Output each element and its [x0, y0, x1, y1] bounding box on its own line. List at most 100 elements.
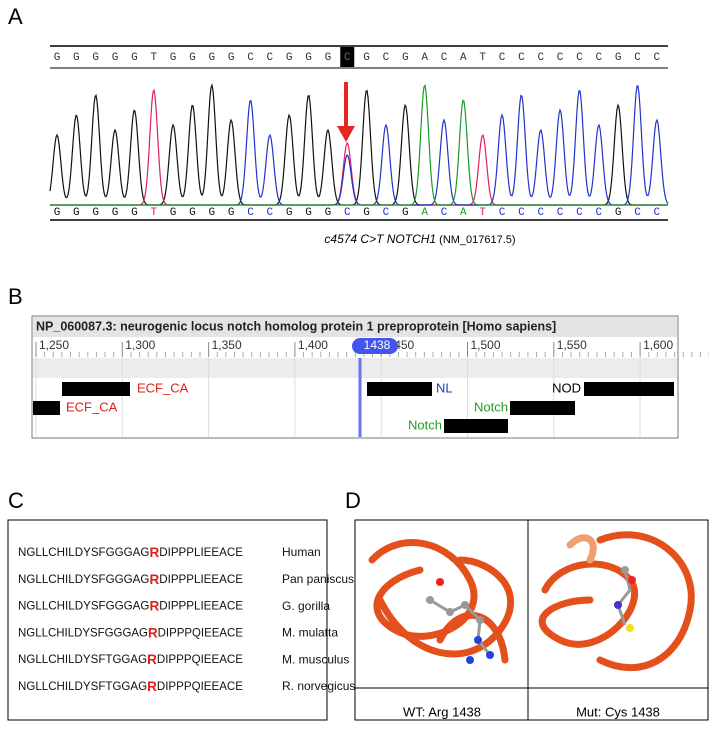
feature-bar	[62, 382, 130, 396]
panel-label: A	[8, 4, 23, 29]
feature-label: ECF_CA	[137, 380, 189, 395]
reference-base: A	[421, 52, 428, 64]
reference-base: G	[131, 52, 138, 64]
sequence-part: DIPPPQIEEACE	[157, 679, 243, 693]
ball-stick-mut	[614, 566, 636, 632]
called-base: T	[150, 207, 157, 219]
called-base: C	[441, 207, 448, 219]
species: Human	[282, 545, 321, 559]
sequence-part: R	[149, 571, 159, 587]
reference-base: C	[634, 52, 641, 64]
ruler-label: 1,300	[125, 338, 155, 352]
sequence-part: DIPPPLIEEACE	[159, 572, 243, 586]
called-base: C	[595, 207, 602, 219]
sequence-part: DIPPPQIEEACE	[157, 652, 243, 666]
called-base: C	[383, 207, 390, 219]
sequence-part: R	[147, 651, 157, 667]
species: Pan paniscus	[282, 572, 354, 586]
called-base: C	[344, 207, 351, 219]
species: R. norvegicus	[282, 679, 355, 693]
called-base: G	[402, 207, 409, 219]
aligned-sequence: NGLLCHILDYSFGGGAGRDIPPPLIEEACE	[18, 571, 243, 587]
position-marker-label: 1438	[364, 338, 391, 352]
called-base: G	[189, 207, 196, 219]
sequence-part: NGLLCHILDYSFGGGAG	[18, 545, 149, 559]
reference-base: C	[595, 52, 602, 64]
called-base: G	[325, 207, 332, 219]
reference-base: G	[92, 52, 99, 64]
reference-base: C	[654, 52, 661, 64]
reference-base: G	[325, 52, 332, 64]
reference-base: G	[286, 52, 293, 64]
ribbon	[538, 560, 639, 648]
reference-base: C	[383, 52, 390, 64]
structure-caption: Mut: Cys 1438	[576, 704, 660, 719]
reference-base: G	[208, 52, 215, 64]
called-base: G	[170, 207, 177, 219]
ribbon-mut	[538, 531, 695, 672]
reference-base: C	[441, 52, 448, 64]
ruler-label: 1,550	[557, 338, 587, 352]
sequence-part: DIPPPLIEEACE	[159, 599, 243, 613]
feature-label: Notch	[408, 417, 442, 432]
sequence-part: NGLLCHILDYSFTGGAG	[18, 679, 147, 693]
ball-stick-wt	[426, 578, 494, 664]
sequence-part: R	[149, 597, 159, 613]
called-base: G	[286, 207, 293, 219]
ruler-label: 1,600	[643, 338, 673, 352]
reference-base: C	[576, 52, 583, 64]
atom	[614, 601, 622, 609]
atom	[474, 636, 482, 644]
reference-base: G	[615, 52, 622, 64]
atom	[436, 578, 444, 586]
called-base: C	[518, 207, 525, 219]
called-base: C	[247, 207, 254, 219]
ruler-label: 1,250	[39, 338, 69, 352]
called-base: A	[460, 207, 467, 219]
aligned-sequence: NGLLCHILDYSFGGGAGRDIPPPQIEEACE	[18, 624, 243, 640]
aligned-sequence: NGLLCHILDYSFTGGAGRDIPPPQIEEACE	[18, 651, 243, 667]
species: M. mulatta	[282, 626, 338, 640]
atom	[486, 651, 494, 659]
ribbon	[596, 531, 695, 672]
reference-base: C	[344, 52, 351, 64]
feature-label: NOD	[552, 380, 581, 395]
aligned-sequence: NGLLCHILDYSFTGGAGRDIPPPQIEEACE	[18, 678, 243, 694]
called-base: C	[537, 207, 544, 219]
track-band	[33, 358, 677, 378]
called-base: G	[305, 207, 312, 219]
structure-caption: WT: Arg 1438	[403, 704, 481, 719]
atom	[446, 608, 454, 616]
reference-base: G	[73, 52, 80, 64]
caption: c4574 C>T NOTCH1 (NM_017617.5)	[324, 232, 515, 246]
highlight	[340, 47, 355, 67]
called-base: C	[557, 207, 564, 219]
arrow-head	[337, 126, 355, 142]
called-base: G	[363, 207, 370, 219]
reference-base: C	[499, 52, 506, 64]
panel-label: C	[8, 488, 24, 513]
viewer-title-bar	[33, 317, 677, 337]
called-base: G	[208, 207, 215, 219]
reference-base: G	[363, 52, 370, 64]
feature-bar	[367, 382, 432, 396]
feature-label: Notch	[474, 399, 508, 414]
aligned-sequence: NGLLCHILDYSFGGGAGRDIPPPLIEEACE	[18, 597, 243, 613]
aligned-sequence: NGLLCHILDYSFGGGAGRDIPPPLIEEACE	[18, 544, 243, 560]
reference-base: G	[228, 52, 235, 64]
caption-mutation: c4574 C>T NOTCH1	[324, 232, 436, 246]
sequence-part: R	[147, 678, 157, 694]
sequence-part: DIPPPQIEEACE	[158, 626, 243, 640]
species: M. musculus	[282, 652, 349, 666]
called-base: T	[479, 207, 486, 219]
feature-bar	[33, 401, 60, 415]
species: G. gorilla	[282, 599, 330, 613]
reference-base: C	[267, 52, 274, 64]
ruler-label: 1,500	[471, 338, 501, 352]
ribbon	[376, 556, 515, 658]
reference-base: C	[247, 52, 254, 64]
feature-bar	[584, 382, 674, 396]
caption-transcript: (NM_017617.5)	[436, 234, 516, 246]
viewer-title: NP_060087.3: neurogenic locus notch homo…	[36, 319, 556, 333]
